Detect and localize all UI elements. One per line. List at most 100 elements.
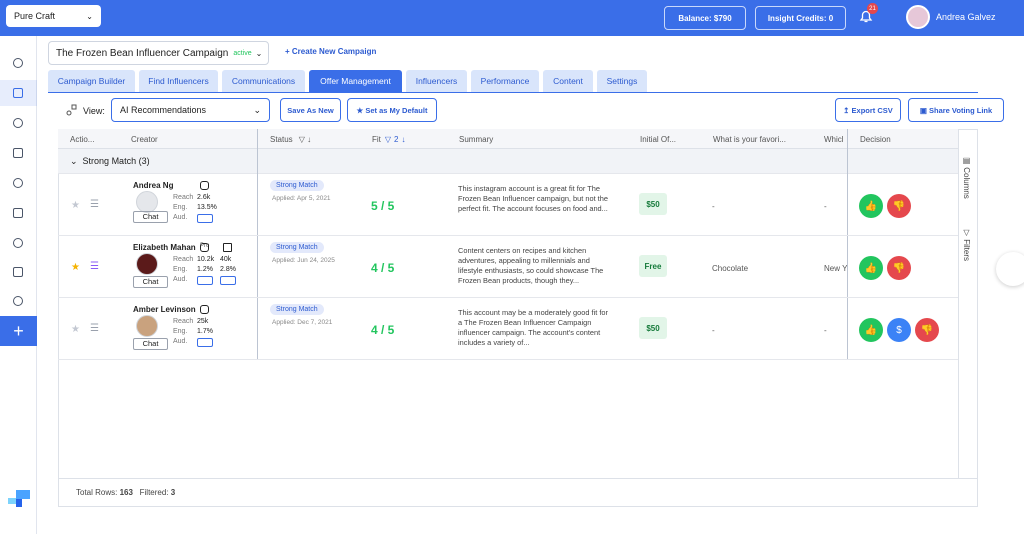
reach: 40k xyxy=(220,256,232,263)
assistant-bubble[interactable] xyxy=(996,252,1024,286)
nav-icon[interactable] xyxy=(13,148,23,158)
reject-button[interactable]: 👎 xyxy=(887,194,911,218)
nav-icon[interactable] xyxy=(13,58,23,68)
approve-button[interactable]: 👍 xyxy=(859,256,883,280)
campaign-name: The Frozen Bean Influencer Campaign xyxy=(56,47,229,59)
engagement: 1.7% xyxy=(197,328,213,335)
row xyxy=(58,298,958,360)
row-menu[interactable]: ☰ xyxy=(90,261,99,272)
sort-icon[interactable]: ▽ xyxy=(384,134,392,144)
credits-button[interactable]: Insight Credits: 0 xyxy=(755,6,846,30)
tab[interactable]: Campaign Builder xyxy=(48,70,135,92)
nav-icon[interactable] xyxy=(13,238,23,248)
tab[interactable]: Influencers xyxy=(406,70,467,92)
fit-score: 5 / 5 xyxy=(371,199,395,213)
metric-label: Reach xyxy=(173,256,194,263)
column-header: Actio... xyxy=(70,134,95,144)
reject-button[interactable]: 👎 xyxy=(915,318,939,342)
tab[interactable]: Offer Management xyxy=(309,70,402,92)
row-menu[interactable]: ☰ xyxy=(90,199,99,210)
reach: 10.2k xyxy=(197,256,215,263)
column-header: Whicl xyxy=(824,134,844,144)
tab[interactable]: Performance xyxy=(471,70,539,92)
sort-icon[interactable]: ▽ ↓ xyxy=(298,134,312,144)
columns-toggle[interactable]: ▤ Columns xyxy=(962,156,971,199)
which: - xyxy=(824,326,827,335)
chat-button[interactable]: Chat xyxy=(133,338,168,350)
sidebar xyxy=(0,36,37,534)
balance-button[interactable]: Balance: $790 xyxy=(664,6,746,30)
offer-badge: $50 xyxy=(639,193,667,215)
chat-button[interactable]: Chat xyxy=(133,276,168,288)
filters-toggle[interactable]: ▽ Filters xyxy=(962,228,971,262)
tab[interactable]: Content xyxy=(543,70,593,92)
credits: Insight Credits: 0 xyxy=(767,13,834,23)
star[interactable]: ★ xyxy=(71,200,80,211)
export-button[interactable]: ↥ Export CSV xyxy=(835,98,901,122)
metric-label: Eng. xyxy=(173,204,188,211)
view-select[interactable]: AI Recommendations ⌄ xyxy=(111,98,270,122)
default-button[interactable]: ★ Set as My Default xyxy=(347,98,437,122)
pinned-divider xyxy=(847,129,848,360)
fit-score: 4 / 5 xyxy=(371,261,395,275)
tab[interactable]: Communications xyxy=(222,70,305,92)
table-header xyxy=(58,129,958,149)
tab[interactable]: Find Influencers xyxy=(139,70,218,92)
counter-offer-button[interactable]: $ xyxy=(887,318,911,342)
campaign-select[interactable]: The Frozen Bean Influencer Campaign acti… xyxy=(48,41,269,65)
group-toggle[interactable]: ⌄ Strong Match (3) xyxy=(70,156,150,166)
engagement: 1.2% xyxy=(197,266,213,273)
row xyxy=(58,174,958,236)
nav-icon[interactable] xyxy=(13,208,23,218)
creator-name: Amber Levinson xyxy=(133,305,196,314)
reach: 25k xyxy=(197,318,209,325)
sort-icon[interactable]: ↓ xyxy=(401,134,406,144)
chevron: ⌄ xyxy=(255,48,263,58)
column-header: Creator xyxy=(131,134,158,144)
nav-icon[interactable] xyxy=(13,118,23,128)
offer-badge: $50 xyxy=(639,317,667,339)
create-campaign-link[interactable]: + Create New Campaign xyxy=(285,47,377,56)
engagement: 13.5% xyxy=(197,204,217,211)
nav-icon[interactable] xyxy=(13,88,23,98)
workspace-name: Pure Craft xyxy=(14,11,56,21)
columns-label: Columns xyxy=(962,167,971,199)
avatar xyxy=(136,191,158,213)
column-header: Fit ▽ 2 ↓ xyxy=(372,134,406,144)
chat-button[interactable]: Chat xyxy=(133,211,168,223)
footer-divider xyxy=(58,478,978,479)
summary: This account may be a moderately good fi… xyxy=(458,308,608,347)
nav-icon[interactable] xyxy=(13,178,23,188)
share-button[interactable]: ▣ Share Voting Link xyxy=(908,98,1004,122)
bell-icon[interactable] xyxy=(858,8,874,24)
star[interactable]: ★ xyxy=(71,262,80,273)
platform-icon xyxy=(200,181,209,190)
platform-icon xyxy=(223,243,232,252)
audience-icon xyxy=(197,338,213,347)
user-name: Andrea Galvez xyxy=(936,12,996,22)
workspace-select[interactable]: Pure Craft ⌄ xyxy=(6,5,101,27)
metric-label: Aud. xyxy=(173,214,188,221)
user-avatar[interactable] xyxy=(906,5,930,29)
row-menu[interactable]: ☰ xyxy=(90,323,99,334)
star[interactable]: ★ xyxy=(71,324,80,335)
approve-button[interactable]: 👍 xyxy=(859,318,883,342)
create-campaign: Create New Campaign xyxy=(291,47,377,56)
tab[interactable]: Settings xyxy=(597,70,647,92)
nav-icon[interactable] xyxy=(13,267,23,277)
metric-label: Eng. xyxy=(173,266,188,273)
summary: This instagram account is a great fit fo… xyxy=(458,184,608,213)
which: New Y xyxy=(824,264,847,273)
total-label: Total Rows: xyxy=(76,488,118,497)
share-label: Share Voting Link xyxy=(928,105,993,115)
applied-date: Applied: Dec 7, 2021 xyxy=(272,319,333,326)
total-value: 163 xyxy=(119,488,133,497)
save-button[interactable]: Save As New xyxy=(280,98,341,122)
add-button[interactable]: + xyxy=(0,316,37,346)
chevron: ⌄ xyxy=(253,104,261,115)
reject-button[interactable]: 👎 xyxy=(887,256,911,280)
applied-date: Applied: Apr 5, 2021 xyxy=(272,195,331,202)
approve-button[interactable]: 👍 xyxy=(859,194,883,218)
status-pill: Strong Match xyxy=(270,180,324,191)
nav-icon[interactable] xyxy=(13,296,23,306)
